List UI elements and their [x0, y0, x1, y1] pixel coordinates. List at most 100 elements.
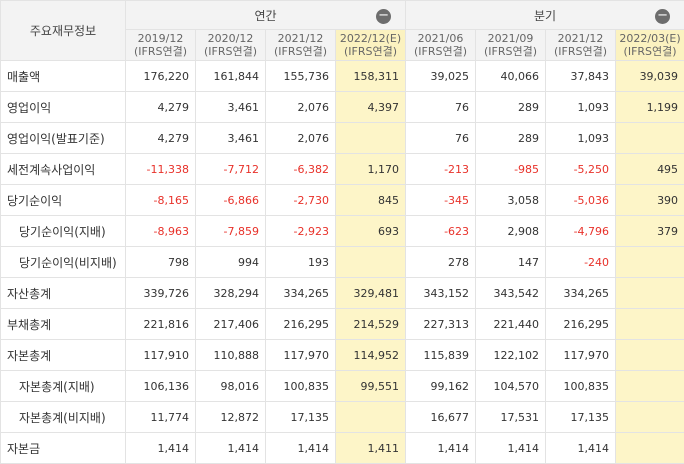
table-cell: 214,529	[336, 309, 406, 340]
table-cell: -345	[406, 185, 476, 216]
table-cell	[616, 278, 684, 309]
period-basis: (IFRS연결)	[616, 45, 684, 58]
table-header: 주요재무정보 연간 − 분기 − 2019/12(IFRS연결)2020/12(…	[1, 1, 684, 61]
table-cell: 40,066	[476, 61, 546, 92]
table-cell: 100,835	[546, 371, 616, 402]
row-label-header: 주요재무정보	[1, 1, 126, 61]
period-header: 2021/09(IFRS연결)	[476, 30, 546, 61]
row-label: 자본금	[1, 433, 126, 464]
table-cell: 334,265	[266, 278, 336, 309]
table-cell: -8,963	[126, 216, 196, 247]
period-basis: (IFRS연결)	[266, 45, 335, 58]
period-header: 2019/12(IFRS연결)	[126, 30, 196, 61]
table-cell: 117,970	[266, 340, 336, 371]
table-cell: 1,093	[546, 92, 616, 123]
quarter-label: 분기	[534, 9, 556, 23]
table-cell: 2,076	[266, 123, 336, 154]
table-cell: 798	[126, 247, 196, 278]
table-cell	[336, 123, 406, 154]
annual-group-header: 연간 −	[126, 1, 406, 30]
table-cell	[616, 247, 684, 278]
row-label: 세전계속사업이익	[1, 154, 126, 185]
table-cell: 1,414	[126, 433, 196, 464]
period-year: 2021/12	[546, 32, 615, 45]
table-cell: -213	[406, 154, 476, 185]
table-cell: 193	[266, 247, 336, 278]
table-cell: 16,677	[406, 402, 476, 433]
table-cell	[616, 402, 684, 433]
table-cell	[616, 123, 684, 154]
table-cell: 115,839	[406, 340, 476, 371]
row-label: 영업이익	[1, 92, 126, 123]
table-cell	[336, 247, 406, 278]
table-cell: 1,414	[476, 433, 546, 464]
table-cell: 227,313	[406, 309, 476, 340]
table-cell: 12,872	[196, 402, 266, 433]
period-basis: (IFRS연결)	[476, 45, 545, 58]
table-cell: 176,220	[126, 61, 196, 92]
period-basis: (IFRS연결)	[336, 45, 405, 58]
period-basis: (IFRS연결)	[196, 45, 265, 58]
table-cell: 339,726	[126, 278, 196, 309]
table-cell: 39,039	[616, 61, 684, 92]
table-cell	[616, 371, 684, 402]
period-year: 2022/03(E)	[616, 32, 684, 45]
table-cell: 693	[336, 216, 406, 247]
table-cell	[616, 340, 684, 371]
table-cell: 4,279	[126, 92, 196, 123]
table-cell: 216,295	[266, 309, 336, 340]
table-cell: -4,796	[546, 216, 616, 247]
collapse-annual-icon[interactable]: −	[376, 9, 391, 24]
table-cell: 3,461	[196, 123, 266, 154]
table-cell: 1,414	[196, 433, 266, 464]
period-year: 2021/06	[406, 32, 475, 45]
row-label: 자산총계	[1, 278, 126, 309]
table-cell: 99,551	[336, 371, 406, 402]
table-cell: -6,382	[266, 154, 336, 185]
period-header: 2021/06(IFRS연결)	[406, 30, 476, 61]
table-cell: 76	[406, 92, 476, 123]
row-label: 당기순이익(지배)	[1, 216, 126, 247]
table-cell: 3,058	[476, 185, 546, 216]
table-cell: 343,542	[476, 278, 546, 309]
row-label: 자본총계(비지배)	[1, 402, 126, 433]
table-cell: -240	[546, 247, 616, 278]
table-cell: 221,440	[476, 309, 546, 340]
table-cell	[616, 309, 684, 340]
period-year: 2021/12	[266, 32, 335, 45]
period-year: 2022/12(E)	[336, 32, 405, 45]
table-cell: 4,279	[126, 123, 196, 154]
table-cell: 289	[476, 92, 546, 123]
table-cell: 17,135	[546, 402, 616, 433]
table-cell	[616, 433, 684, 464]
table-cell: 4,397	[336, 92, 406, 123]
table-cell: -8,165	[126, 185, 196, 216]
period-year: 2019/12	[126, 32, 195, 45]
table-cell: 343,152	[406, 278, 476, 309]
row-label: 자본총계(지배)	[1, 371, 126, 402]
table-cell: 99,162	[406, 371, 476, 402]
table-cell: 37,843	[546, 61, 616, 92]
period-basis: (IFRS연결)	[126, 45, 195, 58]
table-cell: 289	[476, 123, 546, 154]
table-cell: -623	[406, 216, 476, 247]
table-cell: 390	[616, 185, 684, 216]
collapse-quarter-icon[interactable]: −	[655, 9, 670, 24]
period-header: 2022/03(E)(IFRS연결)	[616, 30, 684, 61]
row-label: 자본총계	[1, 340, 126, 371]
table-cell: -7,859	[196, 216, 266, 247]
table-cell: -985	[476, 154, 546, 185]
annual-label: 연간	[254, 9, 276, 23]
table-cell: 1,414	[546, 433, 616, 464]
table-cell: 106,136	[126, 371, 196, 402]
period-header: 2020/12(IFRS연결)	[196, 30, 266, 61]
table-cell: 1,411	[336, 433, 406, 464]
row-label: 당기순이익	[1, 185, 126, 216]
